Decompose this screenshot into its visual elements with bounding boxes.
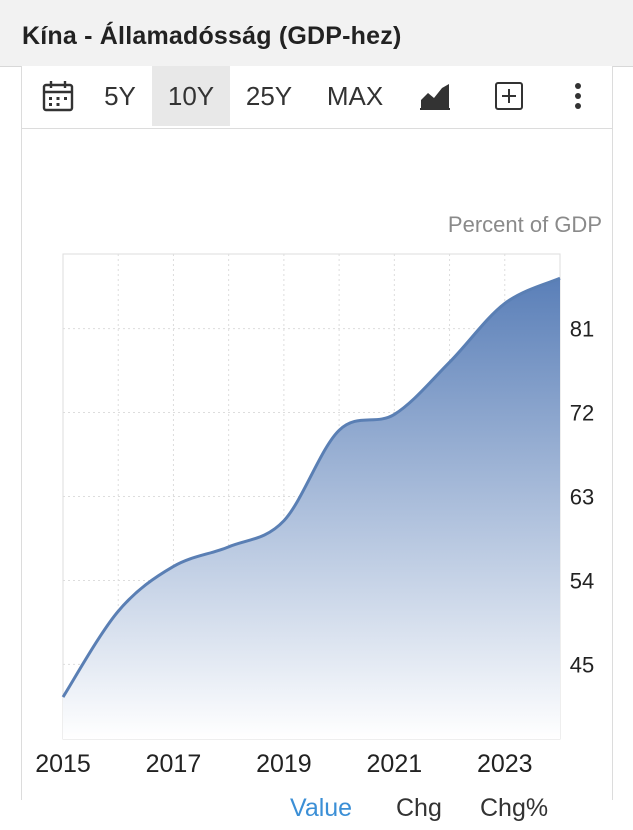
series-layer — [63, 278, 560, 739]
y-tick-label: 54 — [570, 568, 594, 593]
plus-box-icon[interactable] — [484, 66, 534, 126]
area-chart: Percent of GDP 2015 2017 2019 2021 2023 45 54… — [22, 128, 612, 800]
page-title: Kína - Államadósság (GDP-hez) — [22, 22, 401, 51]
range-5y-button[interactable]: 5Y — [92, 66, 148, 126]
series-area-fill — [63, 278, 560, 739]
tab-value[interactable]: Value — [290, 794, 352, 823]
more-vertical-icon[interactable] — [554, 66, 602, 126]
area-chart-icon-glyph — [419, 82, 451, 110]
calendar-icon-glyph — [41, 79, 75, 113]
chart-toolbar: 5Y 10Y 25Y MAX — [22, 66, 612, 129]
x-tick-label: 2023 — [477, 750, 533, 778]
y-tick-label: 63 — [570, 485, 594, 510]
y-tick-label: 81 — [570, 317, 594, 342]
area-chart-icon[interactable] — [410, 66, 460, 126]
chart-area: Percent of GDP 2015 2017 2019 2021 2023 45 54… — [22, 128, 612, 800]
y-tick-label: 72 — [570, 401, 594, 426]
y-axis: 45 54 63 72 81 — [570, 317, 594, 678]
plus-box-icon-glyph — [494, 81, 524, 111]
chart-panel: 5Y 10Y 25Y MAX — [21, 66, 613, 800]
tab-chg-percent[interactable]: Chg% — [480, 794, 548, 823]
x-tick-label: 2021 — [367, 750, 423, 778]
x-tick-label: 2015 — [35, 750, 91, 778]
range-max-button[interactable]: MAX — [316, 66, 394, 126]
calendar-icon[interactable] — [30, 66, 86, 126]
y-tick-label: 45 — [570, 652, 594, 677]
title-bar: Kína - Államadósság (GDP-hez) — [0, 0, 633, 67]
x-tick-label: 2019 — [256, 750, 312, 778]
more-vertical-icon-glyph — [573, 82, 583, 110]
range-25y-button[interactable]: 25Y — [236, 66, 302, 126]
tab-chg[interactable]: Chg — [396, 794, 442, 823]
x-axis: 2015 2017 2019 2021 2023 — [35, 750, 532, 778]
x-tick-label: 2017 — [146, 750, 202, 778]
unit-label: Percent of GDP — [448, 212, 602, 237]
range-10y-button[interactable]: 10Y — [152, 66, 230, 126]
